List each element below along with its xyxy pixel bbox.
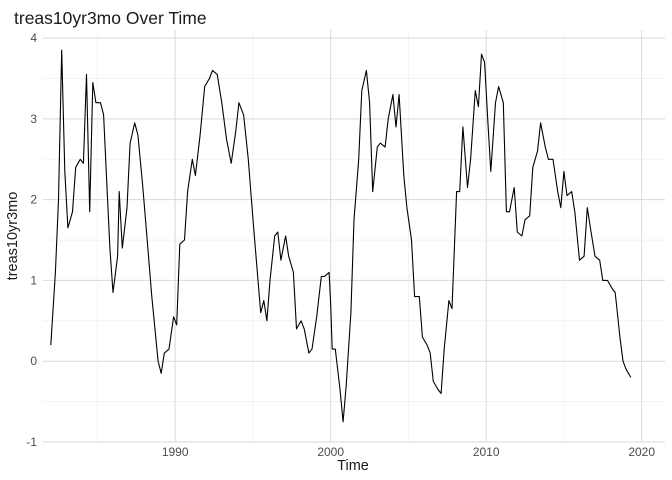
x-tick-label: 2020 bbox=[628, 445, 655, 459]
y-tick-label: 0 bbox=[30, 354, 37, 368]
x-tick-label: 2010 bbox=[473, 445, 500, 459]
y-tick-label: -1 bbox=[26, 435, 37, 449]
series-group bbox=[50, 49, 632, 423]
y-tick-label: 4 bbox=[30, 31, 37, 45]
y-axis-title: treas10yr3mo bbox=[5, 192, 21, 281]
x-tick-label: 1990 bbox=[162, 445, 189, 459]
y-tick-label: 1 bbox=[30, 273, 37, 287]
x-tick-label: 2000 bbox=[317, 445, 344, 459]
y-tick-label: 2 bbox=[30, 193, 37, 207]
y-tick-label: 3 bbox=[30, 112, 37, 126]
x-tick-labels: 1990 2000 2010 2020 bbox=[162, 445, 656, 459]
series-line-0 bbox=[50, 49, 632, 423]
x-axis-title: Time bbox=[337, 458, 369, 474]
chart-title: treas10yr3mo Over Time bbox=[14, 8, 207, 28]
y-tick-labels: -1 0 1 2 3 4 bbox=[26, 31, 37, 449]
